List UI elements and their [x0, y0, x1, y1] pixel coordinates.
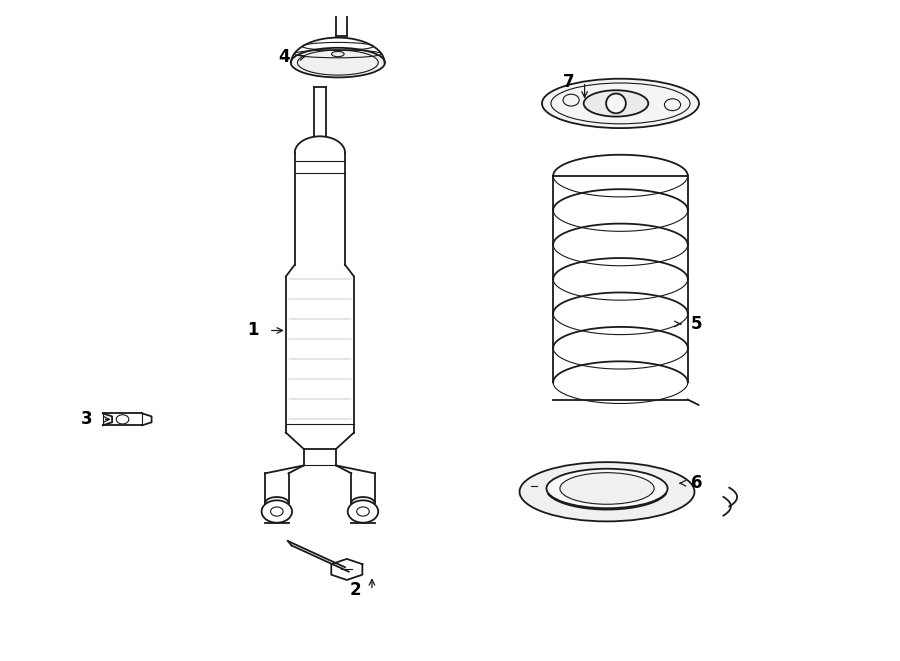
Text: 3: 3 — [81, 410, 93, 428]
Text: 4: 4 — [278, 48, 290, 66]
Ellipse shape — [606, 94, 626, 113]
Ellipse shape — [560, 473, 654, 504]
Circle shape — [563, 95, 580, 106]
Text: 7: 7 — [562, 73, 574, 91]
Text: 5: 5 — [691, 315, 703, 333]
Ellipse shape — [519, 462, 695, 522]
Ellipse shape — [291, 48, 385, 77]
Ellipse shape — [546, 469, 668, 508]
Circle shape — [664, 98, 680, 110]
Text: 1: 1 — [247, 321, 258, 340]
Text: 2: 2 — [350, 582, 362, 600]
Ellipse shape — [542, 79, 699, 128]
Ellipse shape — [584, 91, 648, 116]
Text: 6: 6 — [691, 474, 703, 492]
